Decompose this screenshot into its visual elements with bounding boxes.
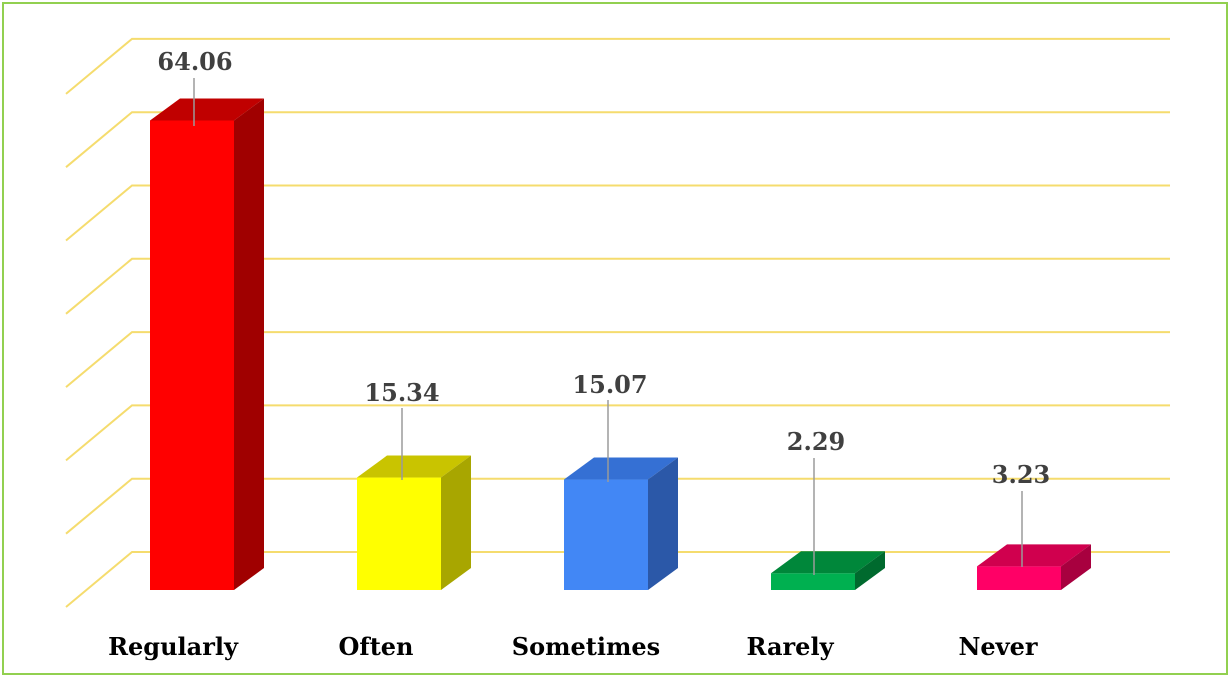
gridline — [65, 331, 1170, 388]
bar-chart: 64.06 15.34 15.07 2.29 3.23 Regularly Often So… — [65, 37, 1170, 661]
bar-top — [357, 455, 471, 478]
data-label-sometimes: 15.07 — [572, 370, 647, 399]
category-label-regularly: Regularly — [108, 632, 239, 661]
data-label-often: 15.34 — [364, 378, 439, 407]
bar-top — [977, 544, 1091, 567]
bar-often — [357, 455, 471, 590]
bar-side — [1061, 544, 1091, 590]
category-label-never: Never — [958, 632, 1037, 661]
bar-front — [564, 479, 648, 590]
bar-front — [150, 120, 234, 591]
bar-sometimes — [564, 457, 678, 590]
bar-front — [771, 573, 855, 590]
data-label-rarely: 2.29 — [787, 427, 845, 456]
category-labels: Regularly Often Sometimes Rarely Never — [108, 632, 1038, 661]
bar-top — [564, 457, 678, 480]
bar-top — [771, 551, 885, 574]
category-label-often: Often — [338, 632, 413, 661]
gridline — [65, 257, 1170, 315]
bar-side — [855, 551, 885, 590]
bar-rarely — [771, 551, 885, 590]
bar-side — [441, 455, 471, 590]
bar-top — [150, 98, 264, 121]
gridlines — [65, 37, 1170, 608]
data-label-regularly: 64.06 — [157, 47, 232, 76]
bars — [150, 98, 1091, 591]
gridline — [65, 477, 1170, 535]
gridline — [65, 111, 1170, 168]
gridline — [65, 404, 1170, 462]
gridline — [65, 37, 1170, 95]
bar-front — [357, 477, 441, 590]
category-label-sometimes: Sometimes — [512, 632, 660, 661]
bar-side — [648, 457, 678, 590]
bar-never — [977, 544, 1091, 590]
data-label-never: 3.23 — [992, 460, 1050, 489]
bar-front — [977, 566, 1061, 590]
bar-regularly — [150, 98, 264, 591]
data-labels: 64.06 15.34 15.07 2.29 3.23 — [157, 47, 1050, 575]
gridline — [65, 184, 1170, 242]
category-label-rarely: Rarely — [746, 632, 834, 661]
bar-side — [234, 98, 264, 591]
